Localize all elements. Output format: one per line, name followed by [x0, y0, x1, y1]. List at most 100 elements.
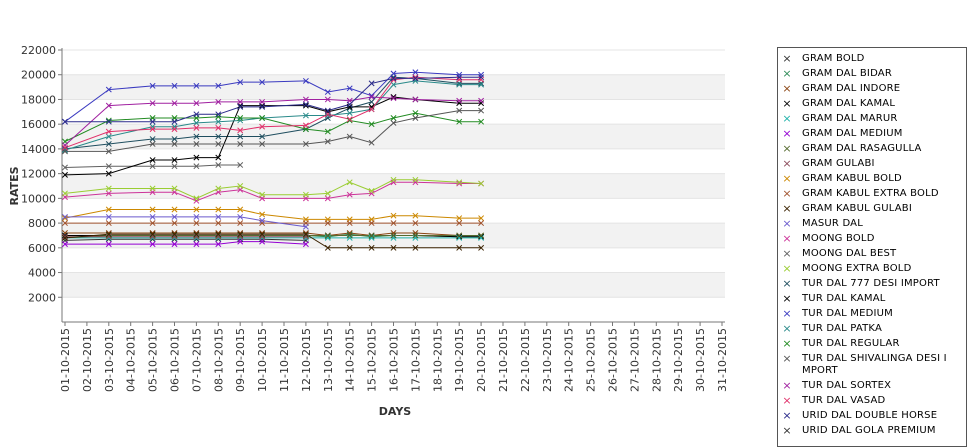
- data-point: [193, 220, 200, 227]
- data-point: [390, 95, 397, 102]
- data-point: [324, 234, 331, 241]
- data-point: [105, 170, 112, 177]
- data-point: [302, 241, 309, 248]
- data-point: [105, 190, 112, 197]
- legend-marker-icon: ×: [782, 142, 792, 155]
- data-point: [346, 117, 353, 124]
- legend-label: GRAM KABUL GULABI: [802, 203, 913, 214]
- data-point: [237, 233, 244, 240]
- data-point: [478, 74, 485, 81]
- y-tick-label: 2000: [28, 291, 56, 304]
- legend-marker-icon: ×: [782, 394, 792, 407]
- data-point: [171, 123, 178, 130]
- data-point: [259, 98, 266, 105]
- data-point: [259, 233, 266, 240]
- data-point: [193, 213, 200, 220]
- data-point: [105, 102, 112, 109]
- data-point: [193, 233, 200, 240]
- data-point: [149, 220, 156, 227]
- data-point: [215, 154, 222, 161]
- data-point: [324, 232, 331, 239]
- data-point: [171, 233, 178, 240]
- series-points: [62, 69, 485, 251]
- x-tick-label: 19-10-2015: [453, 328, 466, 392]
- legend-marker-icon: ×: [782, 307, 792, 320]
- legend-label: GRAM KABUL EXTRA BOLD: [802, 188, 939, 199]
- series-line: [64, 96, 482, 146]
- legend-item: × TUR DAL REGULAR: [778, 338, 966, 350]
- data-point: [149, 100, 156, 107]
- x-axis: 01-10-2015 02-10-2015 03-10-2015 04-10-2015…: [59, 321, 729, 392]
- y-tick-label: 18000: [21, 93, 56, 106]
- legend-marker-icon: ×: [782, 97, 792, 110]
- legend-item: × URID DAL GOLA PREMIUM: [778, 425, 966, 437]
- data-point: [171, 82, 178, 89]
- data-point: [390, 119, 397, 126]
- data-point: [259, 191, 266, 198]
- data-point: [193, 133, 200, 140]
- data-point: [368, 190, 375, 197]
- x-tick-label: 24-10-2015: [563, 328, 576, 392]
- x-tick-label: 15-10-2015: [366, 328, 379, 392]
- data-point: [478, 76, 485, 83]
- legend-item: × GRAM KABUL GULABI: [778, 203, 966, 215]
- x-tick-label: 28-10-2015: [650, 328, 663, 392]
- data-point: [456, 234, 463, 241]
- x-tick-label: 02-10-2015: [81, 328, 94, 392]
- legend: × GRAM BOLD × GRAM DAL BIDAR × GRAM DAL INDOR…: [777, 47, 967, 447]
- data-point: [237, 232, 244, 239]
- data-point: [324, 112, 331, 119]
- data-point: [237, 162, 244, 168]
- data-point: [324, 107, 331, 114]
- legend-marker-icon: ×: [782, 262, 792, 275]
- data-point: [215, 220, 222, 227]
- data-point: [324, 220, 331, 227]
- legend-label: MOONG DAL BEST: [802, 248, 897, 259]
- data-point: [324, 233, 331, 240]
- data-point: [193, 195, 200, 202]
- data-point: [62, 234, 68, 241]
- data-point: [368, 92, 375, 99]
- data-point: [171, 232, 178, 239]
- data-point: [302, 96, 309, 103]
- data-point: [456, 233, 463, 240]
- series-line: [65, 232, 482, 237]
- data-point: [171, 100, 178, 107]
- data-point: [149, 185, 156, 192]
- data-point: [368, 220, 375, 227]
- data-point: [105, 241, 112, 248]
- data-point: [259, 231, 266, 238]
- data-point: [215, 113, 222, 120]
- series-line: [64, 209, 482, 220]
- data-point: [215, 162, 222, 168]
- legend-label: TUR DAL VASAD: [802, 395, 886, 406]
- data-point: [105, 148, 112, 155]
- data-point: [105, 117, 112, 124]
- data-point: [368, 187, 375, 194]
- data-point: [237, 183, 244, 189]
- data-point: [149, 157, 156, 163]
- legend-marker-icon: ×: [782, 247, 792, 260]
- legend-label: GRAM DAL INDORE: [802, 83, 901, 94]
- legend-label: GRAM BOLD: [802, 53, 865, 64]
- data-point: [456, 232, 463, 239]
- data-point: [390, 94, 397, 100]
- legend-label: URID DAL GOLA PREMIUM: [802, 425, 936, 436]
- data-point: [193, 141, 200, 147]
- data-point: [215, 241, 222, 248]
- data-point: [171, 231, 178, 238]
- data-point: [478, 97, 485, 104]
- data-point: [368, 232, 375, 239]
- legend-label: GRAM DAL MARUR: [802, 113, 898, 124]
- data-point: [105, 233, 112, 240]
- legend-label: TUR DAL PATKA: [802, 323, 883, 334]
- data-point: [324, 138, 331, 145]
- legend-label: TUR DAL KAMAL: [802, 293, 886, 304]
- data-point: [193, 231, 200, 238]
- data-point: [193, 241, 200, 248]
- data-point: [346, 179, 353, 186]
- data-point: [324, 190, 331, 197]
- data-point: [368, 80, 375, 87]
- x-tick-label: 14-10-2015: [344, 328, 357, 392]
- data-point: [105, 133, 112, 140]
